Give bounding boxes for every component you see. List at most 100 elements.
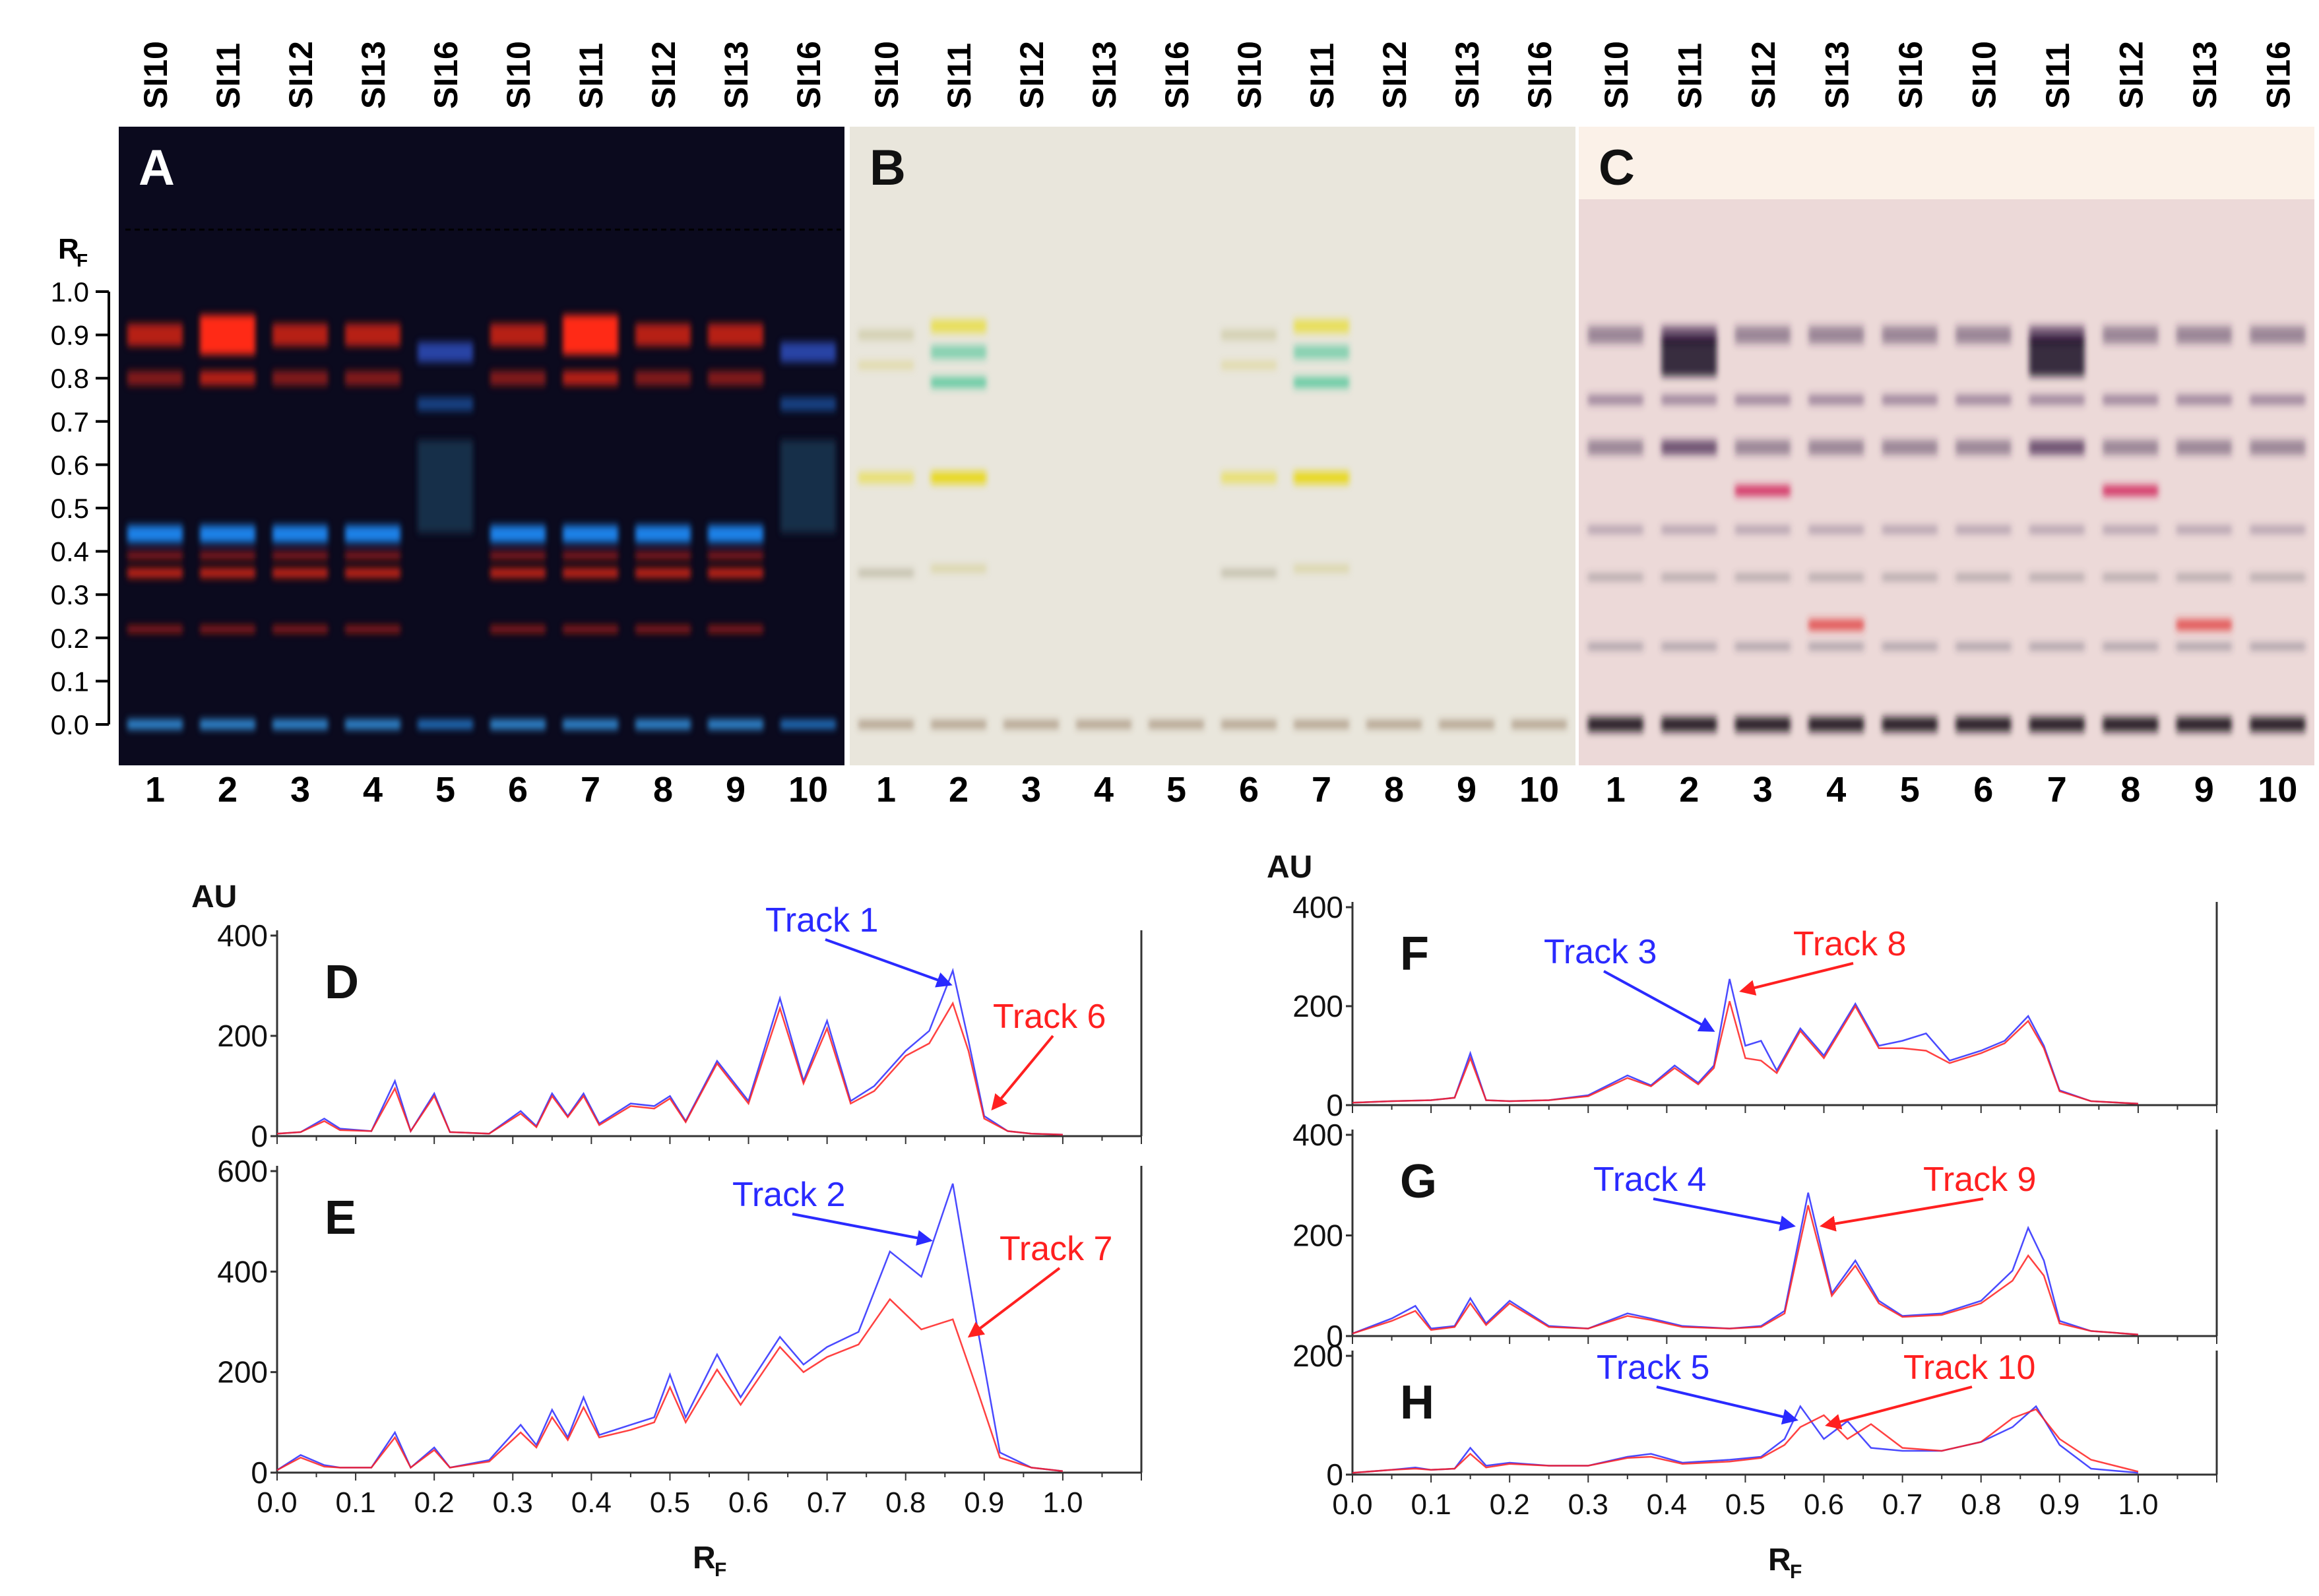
y-tick-label: 200 (217, 1019, 268, 1053)
band (563, 720, 618, 729)
series-line-track-3 (1352, 978, 2138, 1105)
track-number: 1 (145, 770, 165, 810)
annotation-label: Track 3 (1544, 933, 1657, 971)
band (1808, 395, 1864, 404)
band (1587, 643, 1643, 649)
sample-label: SI16 (1159, 41, 1195, 109)
series-line-track-6 (276, 1001, 1063, 1135)
track-number: 4 (363, 770, 383, 810)
band (2176, 440, 2232, 455)
x-tick-label: 0.6 (728, 1486, 769, 1519)
rf-tick-label: 0.4 (51, 536, 89, 567)
band (931, 565, 986, 571)
x-tick-label: 0.0 (1332, 1488, 1372, 1521)
band (1955, 526, 2012, 533)
band (272, 323, 328, 346)
track-number: 7 (1312, 770, 1331, 810)
band (1587, 395, 1643, 404)
track-number: 10 (2258, 770, 2297, 810)
track-number: 2 (949, 770, 969, 810)
y-tick-label: 200 (1292, 989, 1343, 1023)
band (1734, 326, 1791, 344)
band (1808, 326, 1864, 344)
rf-tick-label: 0.7 (51, 406, 89, 437)
band (635, 525, 691, 543)
band (272, 568, 328, 578)
annotation-arrow (1825, 1386, 1973, 1430)
track-number: 7 (581, 770, 600, 810)
track-number: 9 (726, 770, 746, 810)
track-number: 4 (1826, 770, 1846, 810)
annotation-arrow (1603, 970, 1715, 1032)
band (858, 721, 914, 728)
band (2250, 643, 2306, 649)
sample-label: SI16 (790, 41, 827, 109)
band (490, 552, 546, 559)
rf-axis: RF 1.0 0.9 0.8 0.7 0.6 0.5 0.4 0.3 0.2 0.1 0.0 (51, 233, 110, 740)
rf-tick-label: 0.6 (51, 449, 89, 480)
track-number: 2 (218, 770, 238, 810)
band (1221, 570, 1277, 576)
band (635, 568, 691, 578)
track-number: 8 (1384, 770, 1404, 810)
annotation-label: Track 1 (765, 901, 878, 940)
y-tick-label: 200 (1292, 1219, 1343, 1253)
series-line-track-2 (276, 1183, 1064, 1472)
band (200, 625, 255, 633)
band (1661, 526, 1717, 533)
x-tick-label: 1.0 (2118, 1488, 2158, 1521)
band (931, 345, 986, 359)
band (2103, 440, 2159, 455)
x-tick-label: 0.5 (650, 1486, 690, 1519)
band (1882, 574, 1938, 580)
rf-axis-subscript: F (77, 250, 88, 271)
sample-label: SI13 (718, 41, 755, 109)
band (1587, 440, 1643, 455)
sample-label: SI10 (1598, 41, 1635, 109)
band (1221, 472, 1277, 484)
y-tick-label: 0 (1326, 1088, 1343, 1122)
band (490, 371, 546, 386)
x-tick-label: 0.1 (336, 1486, 376, 1519)
band (563, 315, 618, 355)
band (2250, 395, 2306, 404)
panel-letter-A: A (139, 140, 175, 196)
band (418, 397, 473, 411)
rf-tick-label: 0.2 (51, 623, 89, 654)
x-tick-label: 0.2 (414, 1486, 455, 1519)
panel-letter-E: E (325, 1192, 356, 1244)
band (708, 720, 763, 729)
x-tick-label: 0.8 (885, 1486, 926, 1519)
sample-label: SI16 (1892, 41, 1929, 109)
track-number: 1 (1606, 770, 1626, 810)
sample-label: SI13 (355, 41, 392, 109)
annotation-label: Track 10 (1903, 1349, 2035, 1387)
series-line-track-1 (276, 967, 1063, 1135)
track-number: 3 (290, 770, 310, 810)
sample-label: SI11 (2039, 43, 2076, 109)
annotation-label: Track 6 (993, 998, 1106, 1036)
band (708, 371, 763, 386)
band (1221, 330, 1277, 340)
band (708, 323, 763, 346)
annotation-label: Track 7 (1000, 1230, 1112, 1268)
band (858, 570, 914, 576)
band (1003, 721, 1059, 728)
annotation-arrow (1739, 962, 1854, 996)
band (2250, 574, 2306, 580)
panel-letter-F: F (1400, 928, 1429, 980)
band (635, 323, 691, 346)
band (272, 625, 328, 633)
band (858, 330, 914, 340)
band (345, 568, 400, 578)
x-tick-label: 0.3 (1568, 1488, 1608, 1521)
band (200, 568, 255, 578)
band (1955, 395, 2012, 404)
band (418, 720, 473, 728)
band (563, 371, 618, 386)
band (490, 625, 546, 633)
sample-label: SI13 (1818, 41, 1855, 109)
y-tick-label: 200 (217, 1355, 268, 1389)
band (2176, 526, 2232, 533)
track-number: 7 (2047, 770, 2067, 810)
